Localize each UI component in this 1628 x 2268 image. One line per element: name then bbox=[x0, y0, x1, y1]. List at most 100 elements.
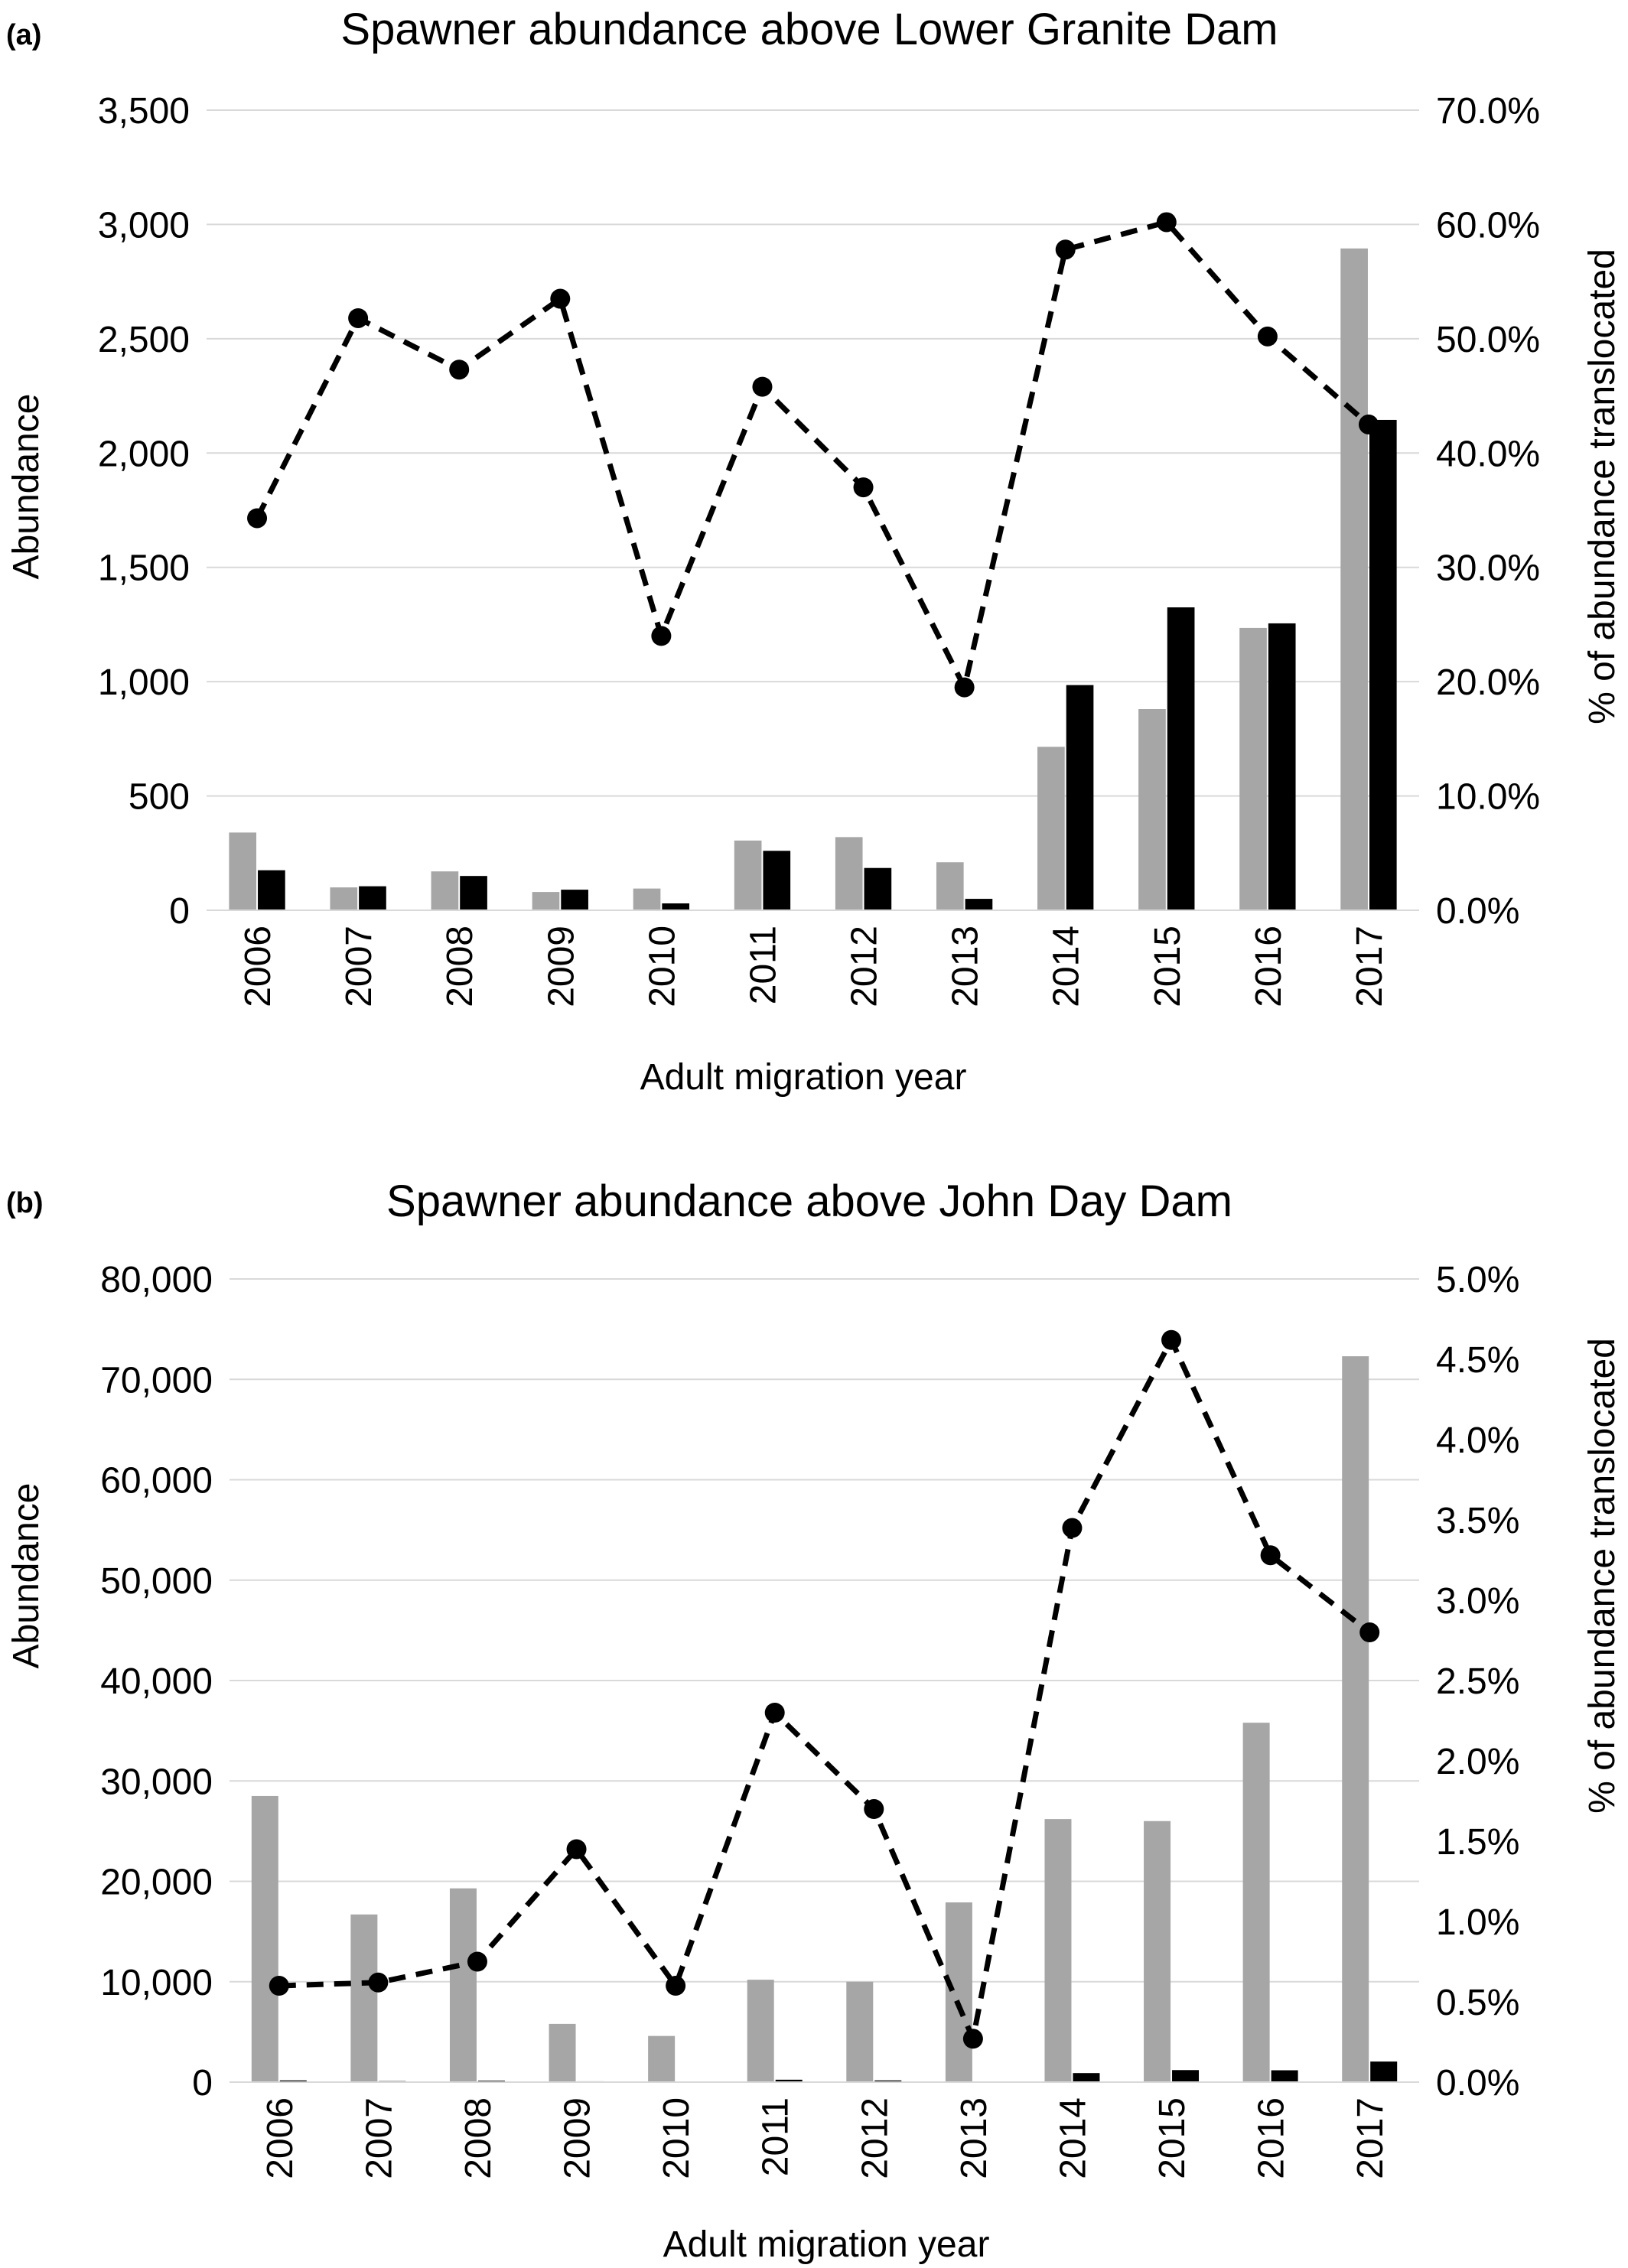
y-tick-labels: 0 500 1,000 1,500 2,000 2,500 3,000 3,500 bbox=[98, 91, 190, 932]
bar-black bbox=[763, 851, 791, 910]
line-point bbox=[1055, 239, 1076, 260]
bar-black bbox=[1066, 685, 1094, 910]
bar-black bbox=[965, 899, 993, 910]
line-point bbox=[247, 508, 268, 529]
bar-gray bbox=[945, 1902, 972, 2082]
y2-tick-label: 1.5% bbox=[1436, 1822, 1519, 1863]
y2-tick-label: 1.0% bbox=[1436, 1902, 1519, 1943]
chart-title: Spawner abundance above Lower Granite Da… bbox=[340, 5, 1278, 54]
chart-title: Spawner abundance above John Day Dam bbox=[386, 1176, 1232, 1226]
x-tick-label: 2012 bbox=[855, 2097, 895, 2179]
bar-gray bbox=[1144, 1821, 1171, 2082]
bars bbox=[251, 1356, 1398, 2082]
x-tick-label: 2015 bbox=[1148, 926, 1188, 1007]
x-tick-labels: 2006 2007 2008 2009 2010 2011 2012 2013 2014 2015… bbox=[238, 926, 1390, 1007]
line-point bbox=[954, 677, 975, 698]
bar-black bbox=[1271, 2070, 1298, 2082]
bar-gray bbox=[734, 840, 762, 910]
x-tick-label: 2010 bbox=[656, 2097, 697, 2179]
x-tick-label: 2007 bbox=[359, 2097, 399, 2179]
line-point bbox=[348, 307, 369, 328]
x-tick-label: 2006 bbox=[260, 2097, 301, 2179]
panel-a: (a) Spawner abundance above Lower Granit… bbox=[6, 5, 1623, 1098]
panel-label: (a) bbox=[6, 19, 41, 51]
y-tick-label: 2,000 bbox=[98, 434, 190, 474]
y2-tick-label: 0.0% bbox=[1436, 2063, 1519, 2104]
panel-label: (b) bbox=[6, 1187, 44, 1219]
y-tick-label: 20,000 bbox=[100, 1863, 213, 1903]
x-tick-label: 2014 bbox=[1047, 926, 1087, 1007]
bar-gray bbox=[1037, 747, 1065, 910]
x-tick-label: 2010 bbox=[642, 926, 682, 1007]
x-tick-label: 2006 bbox=[238, 926, 278, 1007]
y-tick-label: 40,000 bbox=[100, 1661, 213, 1702]
line-point bbox=[962, 2029, 983, 2049]
line-point bbox=[368, 1972, 389, 1993]
y2-axis-label: % of abundance translocated bbox=[1582, 1338, 1623, 1814]
line-point bbox=[269, 1976, 289, 1996]
y-axis-label: Abundance bbox=[6, 394, 47, 580]
x-tick-labels: 2006 2007 2008 2009 2010 2011 2012 2013 2014 2015… bbox=[260, 2097, 1391, 2179]
bar-gray bbox=[330, 887, 358, 910]
x-tick-label: 2009 bbox=[558, 2097, 598, 2179]
y-tick-label: 3,000 bbox=[98, 205, 190, 246]
dashed-line bbox=[278, 1333, 1372, 2048]
bar-gray bbox=[532, 892, 560, 910]
bar-black bbox=[279, 2080, 307, 2082]
x-tick-label: 2013 bbox=[946, 926, 986, 1007]
bar-black bbox=[460, 876, 487, 910]
bar-black bbox=[1167, 607, 1195, 910]
line-point bbox=[752, 376, 773, 397]
y2-tick-label: 2.5% bbox=[1436, 1661, 1519, 1702]
x-tick-label: 2012 bbox=[845, 926, 885, 1007]
bar-black bbox=[874, 2080, 902, 2082]
line-point bbox=[1359, 1622, 1380, 1642]
y2-tick-label: 2.0% bbox=[1436, 1742, 1519, 1782]
line-point bbox=[666, 1976, 686, 1996]
y-tick-label: 1,000 bbox=[98, 662, 190, 703]
y2-tick-label: 20.0% bbox=[1436, 662, 1540, 703]
bar-gray bbox=[251, 1795, 278, 2082]
line-point bbox=[1156, 212, 1177, 233]
x-tick-label: 2013 bbox=[954, 2097, 995, 2179]
bar-gray bbox=[846, 1981, 874, 2082]
x-tick-label: 2016 bbox=[1249, 926, 1289, 1007]
bar-black bbox=[1172, 2070, 1200, 2082]
y-tick-label: 0 bbox=[192, 2063, 213, 2104]
y-tick-label: 1,500 bbox=[98, 548, 190, 589]
y2-tick-label: 40.0% bbox=[1436, 434, 1540, 474]
y2-tick-label: 0.5% bbox=[1436, 1983, 1519, 2023]
bar-black bbox=[1369, 419, 1397, 910]
bar-gray bbox=[1342, 1356, 1369, 2082]
y-tick-label: 60,000 bbox=[100, 1461, 213, 1502]
line-point bbox=[1260, 1545, 1281, 1566]
line-point bbox=[1161, 1329, 1182, 1350]
y-tick-label: 80,000 bbox=[100, 1260, 213, 1300]
bar-black bbox=[1268, 623, 1296, 910]
bar-gray bbox=[1242, 1723, 1270, 2082]
x-axis-label: Adult migration year bbox=[663, 2224, 990, 2265]
bar-black bbox=[561, 890, 588, 910]
y2-tick-label: 3.5% bbox=[1436, 1501, 1519, 1541]
bar-gray bbox=[1044, 1819, 1072, 2082]
x-tick-label: 2011 bbox=[756, 2097, 796, 2176]
line-point bbox=[467, 1951, 487, 1972]
y2-tick-label: 60.0% bbox=[1436, 205, 1540, 246]
x-tick-label: 2017 bbox=[1350, 926, 1390, 1007]
line-series bbox=[269, 1329, 1380, 2049]
y-tick-label: 10,000 bbox=[100, 1963, 213, 2003]
y2-tick-label: 4.5% bbox=[1436, 1340, 1519, 1381]
line-point bbox=[864, 1799, 884, 1819]
y2-tick-label: 0.0% bbox=[1436, 891, 1519, 932]
line-point bbox=[550, 288, 571, 309]
y-tick-label: 30,000 bbox=[100, 1762, 213, 1802]
bar-gray bbox=[1340, 248, 1368, 910]
y2-tick-label: 4.0% bbox=[1436, 1420, 1519, 1461]
y2-tick-labels: 0.0% 0.5% 1.0% 1.5% 2.0% 2.5% 3.0% 3.5% 4.0% 4.5%… bbox=[1436, 1260, 1519, 2104]
line-point bbox=[1358, 414, 1379, 434]
y2-tick-label: 30.0% bbox=[1436, 548, 1540, 589]
bar-gray bbox=[350, 1914, 378, 2082]
x-tick-label: 2014 bbox=[1053, 2097, 1093, 2179]
gridlines bbox=[230, 1278, 1419, 1983]
